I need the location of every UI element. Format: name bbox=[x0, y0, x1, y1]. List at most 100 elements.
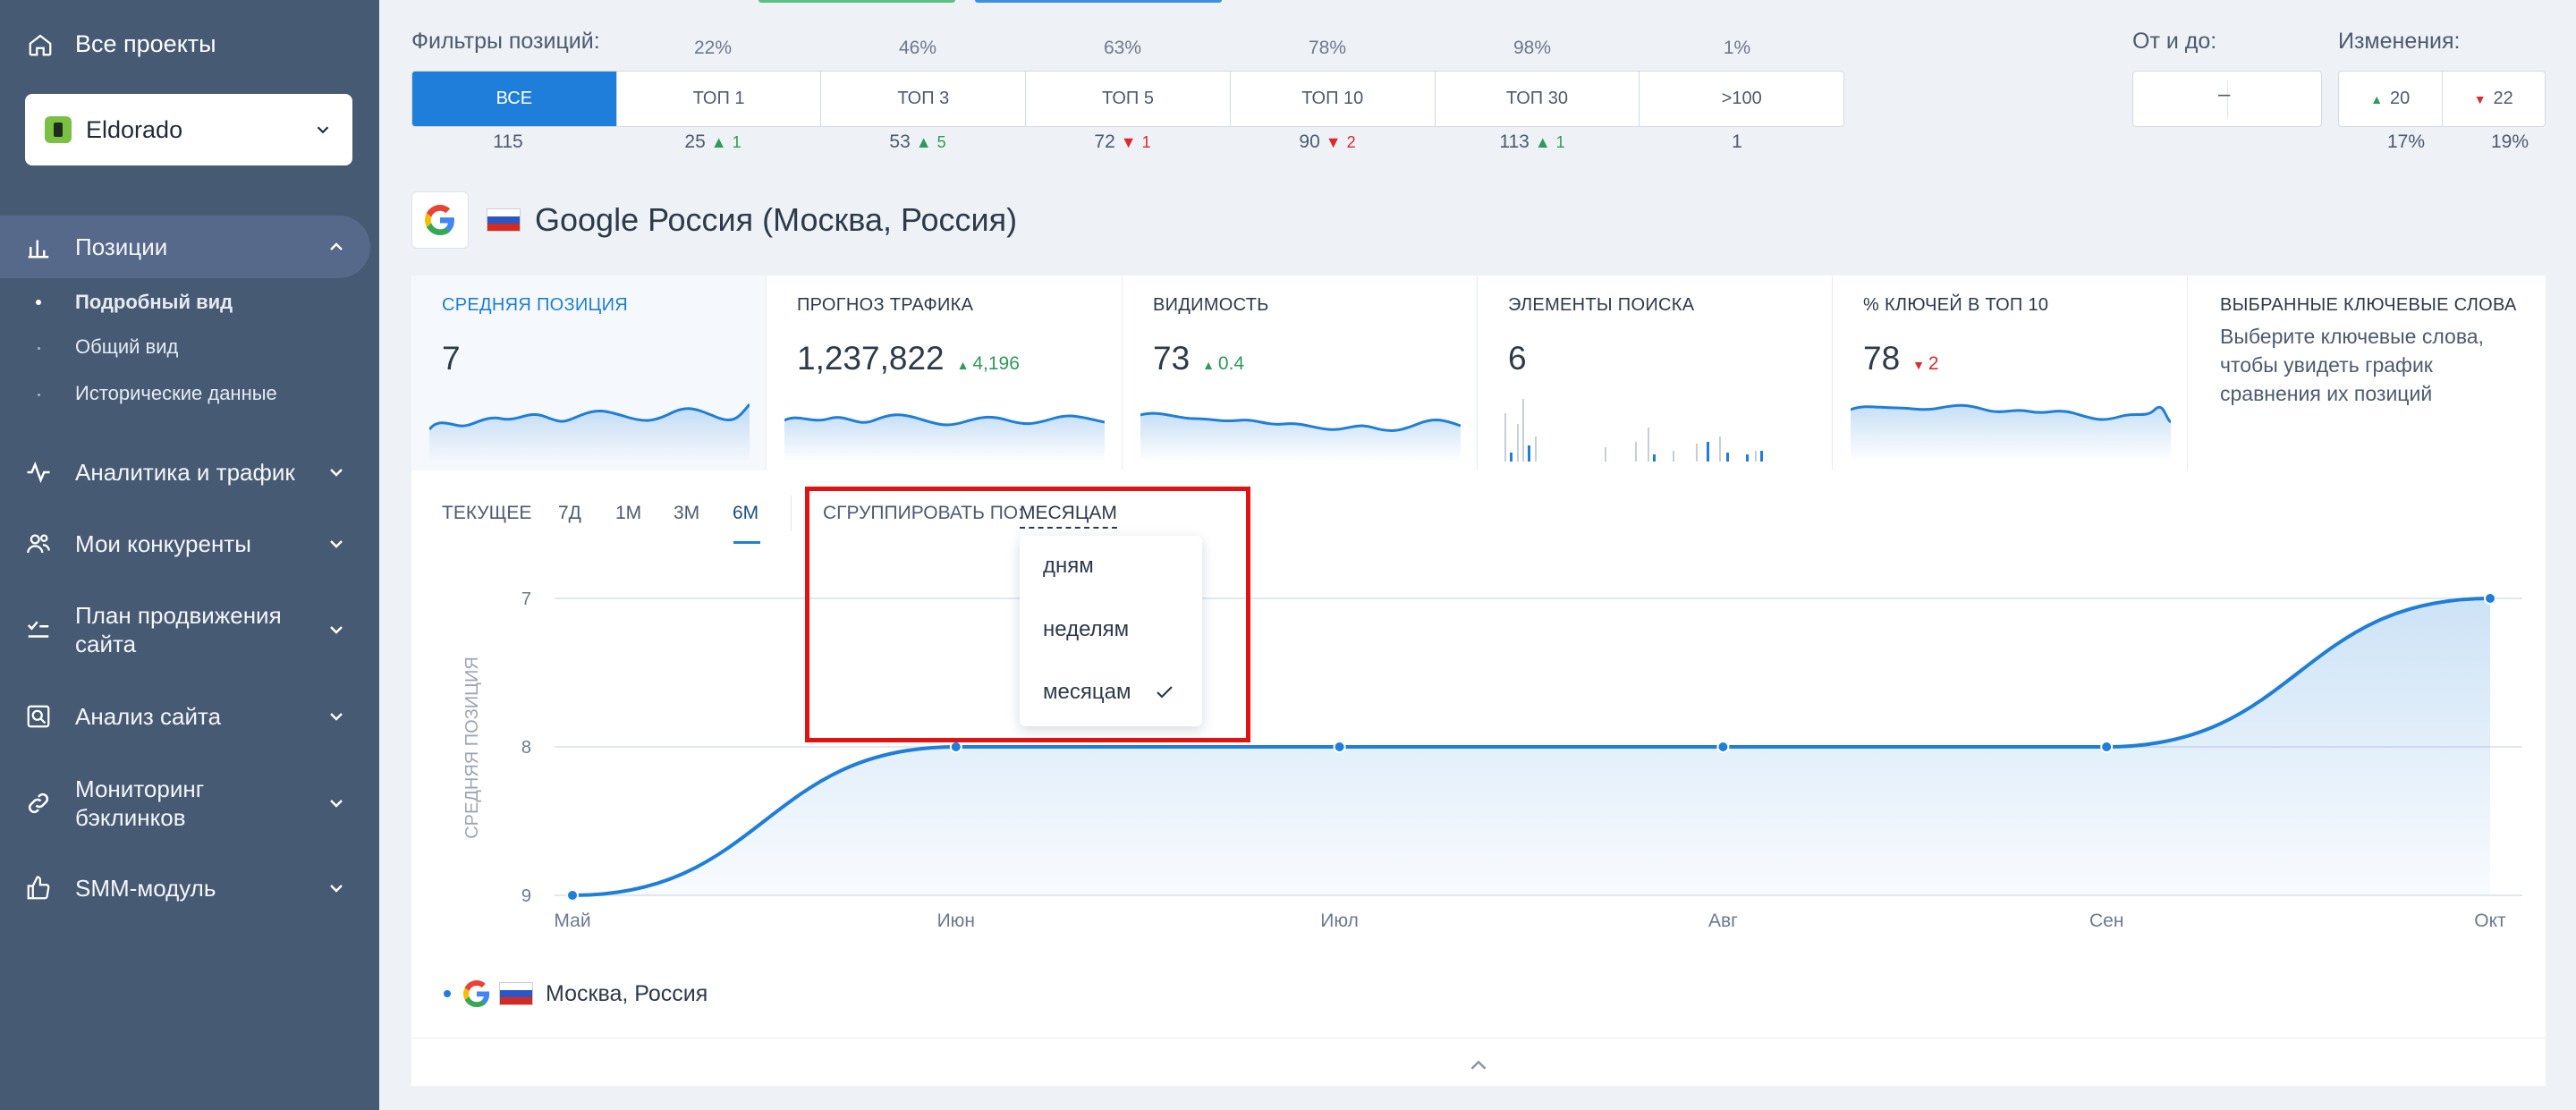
chevron-down-icon bbox=[317, 126, 329, 134]
avg-position-chart: 7 8 9 СРЕДНЯЯ ПОЗИЦИЯ Май Июн Июл Авг Сен Окт bbox=[462, 589, 2522, 931]
sidebar-subitem-detailed[interactable]: Подробный вид bbox=[75, 291, 233, 313]
activity-icon bbox=[27, 461, 50, 484]
arrow-up-icon: ▲ bbox=[1534, 133, 1551, 151]
top-bar-stub bbox=[758, 0, 955, 3]
filter-count: 53 ▲ 5 bbox=[864, 131, 971, 153]
sidebar-item-label: Анализ сайта bbox=[75, 703, 222, 730]
sidebar-item-site-analysis[interactable]: Анализ сайта bbox=[0, 699, 379, 734]
card-value-number: 7 bbox=[442, 340, 461, 377]
filter-pct: 98% bbox=[1513, 38, 1552, 58]
card-value-number: 1,237,822 bbox=[797, 340, 945, 377]
russia-flag-icon bbox=[499, 982, 533, 1005]
changes-label: Изменения: bbox=[2338, 29, 2461, 54]
count-value: 90 bbox=[1299, 131, 1320, 152]
chevron-down-icon bbox=[330, 713, 343, 721]
arrow-down-icon: ▼ bbox=[1325, 133, 1342, 151]
x-tick-label: Окт bbox=[2474, 911, 2506, 931]
range-label: От и до: bbox=[2132, 29, 2217, 54]
top-bar-stub bbox=[975, 0, 1222, 3]
arrow-down-icon: ▼ bbox=[1120, 133, 1137, 151]
count-delta: 1 bbox=[732, 133, 741, 151]
card-title: СРЕДНЯЯ ПОЗИЦИЯ bbox=[442, 295, 629, 315]
card-search-elements[interactable]: ЭЛЕМЕНТЫ ПОИСКА 6 bbox=[1478, 275, 1833, 470]
sidebar-item-label: Мои конкуренты bbox=[75, 530, 251, 557]
home-icon bbox=[29, 34, 52, 55]
sidebar-subitem-history[interactable]: Исторические данные bbox=[75, 382, 277, 404]
filter-pct: 46% bbox=[898, 38, 937, 58]
option-weeks[interactable]: неделям bbox=[1043, 617, 1129, 642]
sidebar-item-smm[interactable]: SMM-модуль bbox=[0, 870, 379, 906]
count-value: 53 bbox=[889, 131, 911, 152]
count-value: 25 bbox=[684, 131, 706, 152]
sidebar-item-promotion-plan[interactable]: План продвижения сайта bbox=[0, 597, 379, 662]
count-value: 113 bbox=[1499, 131, 1530, 152]
chevron-down-icon bbox=[330, 469, 343, 477]
filters-label: Фильтры позиций: bbox=[411, 29, 600, 54]
sidebar-item-label: Аналитика и трафик bbox=[75, 459, 295, 486]
arrow-up-icon: ▲ bbox=[1202, 358, 1218, 372]
filter-pct: 78% bbox=[1308, 38, 1347, 58]
filter-count: 115 bbox=[454, 131, 562, 153]
chevron-down-icon bbox=[330, 626, 343, 634]
count-value: 115 bbox=[493, 131, 523, 152]
card-traffic-forecast[interactable]: ПРОГНОЗ ТРАФИКА 1,237,822 ▲ 4,196 bbox=[767, 275, 1123, 470]
filter-over100-button[interactable]: >100 bbox=[1721, 89, 1762, 108]
all-projects-link[interactable]: Все проекты bbox=[27, 30, 216, 58]
y-axis-label: СРЕДНЯЯ ПОЗИЦИЯ bbox=[462, 657, 482, 839]
bar-chart-icon bbox=[28, 240, 49, 258]
sidebar-subitem-overview[interactable]: Общий вид bbox=[75, 335, 179, 358]
changes-up-button[interactable]: ▲ 20 bbox=[2339, 72, 2443, 126]
range-divider bbox=[2227, 80, 2228, 119]
delta-up: ▲ 4,196 bbox=[957, 353, 1020, 375]
range-input[interactable] bbox=[2132, 71, 2322, 127]
filter-count: 72 ▼ 1 bbox=[1069, 131, 1176, 153]
group-by-select[interactable]: МЕСЯЦАМ bbox=[1020, 503, 1117, 529]
tab-1m[interactable]: 1М bbox=[615, 503, 642, 523]
russia-flag-icon bbox=[487, 208, 521, 232]
chart-legend[interactable]: Москва, Россия bbox=[444, 980, 708, 1007]
count-delta: 2 bbox=[1346, 133, 1356, 151]
card-title: % КЛЮЧЕЙ В ТОП 10 bbox=[1863, 295, 2049, 315]
filter-all-button[interactable]: ВСЕ bbox=[412, 72, 617, 126]
subitem-active-dot bbox=[36, 300, 41, 305]
card-delta: 4,196 bbox=[972, 353, 1020, 374]
check-icon bbox=[1157, 686, 1174, 699]
sidebar-item-positions[interactable]: Позиции bbox=[0, 216, 370, 278]
sidebar-item-competitors[interactable]: Мои конкуренты bbox=[0, 526, 379, 562]
x-tick-label: Июл bbox=[1320, 911, 1359, 931]
option-months[interactable]: месяцам bbox=[1043, 680, 1175, 705]
filter-top5-button[interactable]: ТОП 5 bbox=[1026, 72, 1231, 126]
x-tick-label: Июн bbox=[937, 911, 975, 931]
site-search-icon bbox=[27, 705, 50, 728]
filter-count: 1 bbox=[1683, 131, 1791, 153]
card-value: 1,237,822 ▲ 4,196 bbox=[797, 340, 1020, 377]
card-avg-position[interactable]: СРЕДНЯЯ ПОЗИЦИЯ 7 bbox=[411, 275, 767, 470]
sparkline-traffic bbox=[784, 413, 1105, 462]
subitem-dot bbox=[38, 394, 40, 396]
google-icon[interactable] bbox=[411, 191, 469, 249]
legend-dot bbox=[444, 990, 451, 997]
filter-count: 113 ▲ 1 bbox=[1479, 131, 1586, 153]
project-select[interactable]: Eldorado bbox=[25, 94, 352, 165]
filter-top10-button[interactable]: ТОП 10 bbox=[1231, 72, 1436, 126]
arrow-up-icon: ▲ bbox=[915, 133, 932, 151]
sidebar-item-backlinks[interactable]: Мониторинг бэклинков bbox=[0, 771, 379, 835]
data-point bbox=[949, 741, 962, 753]
chevron-down-icon bbox=[330, 885, 343, 893]
metric-cards: СРЕДНЯЯ ПОЗИЦИЯ 7 ПРОГНОЗ ТРАФИКА 1,237,… bbox=[411, 275, 2546, 470]
option-days[interactable]: дням bbox=[1043, 554, 1094, 579]
card-top10-share[interactable]: % КЛЮЧЕЙ В ТОП 10 78 ▼ 2 bbox=[1833, 275, 2188, 470]
card-visibility[interactable]: ВИДИМОСТЬ 73 ▲ 0.4 bbox=[1123, 275, 1478, 470]
tab-current[interactable]: ТЕКУЩЕЕ bbox=[442, 503, 532, 523]
filter-top30-button[interactable]: ТОП 30 bbox=[1436, 72, 1640, 126]
filter-top3-button[interactable]: ТОП 3 bbox=[821, 72, 1027, 126]
tab-7d[interactable]: 7Д bbox=[558, 503, 581, 523]
filter-top1-button[interactable]: ТОП 1 bbox=[617, 72, 822, 126]
link-icon bbox=[28, 792, 49, 814]
tab-3m[interactable]: 3М bbox=[674, 503, 700, 523]
tab-6m[interactable]: 6М bbox=[733, 503, 759, 523]
changes-down-button[interactable]: ▼ 22 bbox=[2443, 72, 2546, 126]
chevron-up-icon[interactable] bbox=[1465, 1052, 1492, 1079]
sidebar-item-analytics[interactable]: Аналитика и трафик bbox=[0, 454, 379, 490]
search-elements-bars bbox=[1504, 399, 1763, 462]
